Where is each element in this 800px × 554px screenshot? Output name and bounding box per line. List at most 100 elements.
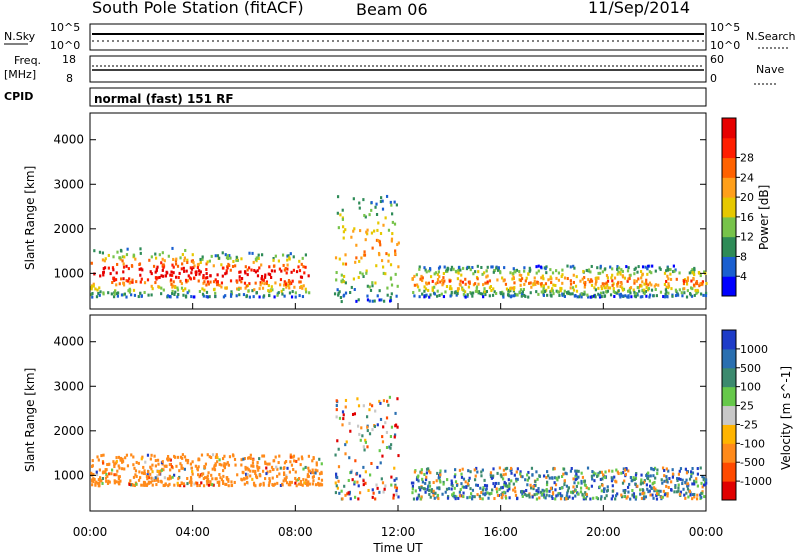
data-cell [100,454,103,458]
data-cell [417,494,421,498]
data-cell [622,467,625,471]
data-cell [649,293,652,297]
x-tick-label: 16:00 [483,525,518,539]
data-cell [300,455,304,459]
data-cell [589,497,592,501]
data-cell [380,196,383,200]
data-cell [160,292,163,296]
data-cell [428,492,431,496]
data-cell [166,457,169,461]
data-cell [459,488,462,492]
data-cell [603,294,607,298]
data-cell [594,282,597,286]
data-cell [295,484,298,488]
data-cell [360,256,363,260]
data-cell [644,495,648,499]
data-cell [625,467,628,471]
data-cell [115,271,118,275]
data-cell [337,293,340,297]
data-cell [663,282,667,286]
data-cell [227,484,230,488]
data-cell [528,281,531,285]
nave-tick-top: 60 [710,53,724,66]
data-cell [341,216,344,220]
data-cell [295,459,298,463]
data-cell [98,293,101,297]
data-cell [476,290,479,294]
data-cell [513,486,517,490]
data-cell [606,276,609,280]
data-cell [190,259,193,263]
data-cell [460,482,463,486]
data-cell [338,416,342,420]
data-cell [513,292,517,296]
data-cell [439,480,442,484]
data-cell [314,471,317,475]
data-cell [691,466,694,470]
data-cell [633,477,636,481]
data-cell [691,471,695,475]
data-cell [599,264,602,268]
data-cell [115,459,118,463]
data-cell [474,474,477,478]
data-cell [474,270,477,274]
data-cell [464,277,467,281]
data-cell [262,454,265,458]
data-cell [537,281,540,285]
data-cell [554,483,558,487]
data-cell [395,294,398,298]
data-cell [522,490,525,494]
data-cell [307,274,310,278]
data-cell [701,280,705,284]
data-cell [629,291,632,295]
data-cell [429,495,432,499]
data-cell [283,466,286,470]
data-cell [225,462,228,466]
data-cell [286,258,289,262]
data-cell [128,290,132,294]
data-cell [369,402,372,406]
data-cell [396,425,399,429]
data-cell [261,454,264,458]
data-cell [386,399,389,403]
data-cell [256,466,259,470]
data-cell [266,470,269,474]
colorbar-swatch [722,443,736,463]
data-cell [356,424,360,428]
data-cell [152,264,156,268]
data-cell [113,462,116,466]
data-cell [205,476,209,480]
data-cell [666,492,669,496]
data-cell [233,457,237,461]
data-cell [143,290,146,294]
data-cell [580,479,583,483]
data-cell [129,479,132,483]
data-cell [118,466,121,470]
data-cell [133,484,136,488]
data-cell [191,472,194,476]
data-cell [240,280,243,284]
data-cell [442,281,445,285]
data-cell [601,483,604,487]
data-cell [490,476,494,480]
data-cell [122,270,125,274]
data-cell [665,290,668,294]
data-cell [106,474,109,478]
data-cell [475,466,478,470]
data-cell [122,262,125,266]
data-cell [170,278,173,282]
data-cell [156,458,160,462]
data-cell [541,488,544,492]
data-cell [611,267,614,271]
data-cell [442,480,445,484]
data-cell [115,461,118,465]
data-cell [431,288,434,292]
data-cell [102,461,105,465]
data-cell [670,488,673,492]
data-cell [587,295,590,299]
data-cell [538,496,541,500]
data-cell [135,482,138,486]
data-cell [381,454,384,458]
data-cell [306,481,309,485]
data-cell [191,460,194,464]
